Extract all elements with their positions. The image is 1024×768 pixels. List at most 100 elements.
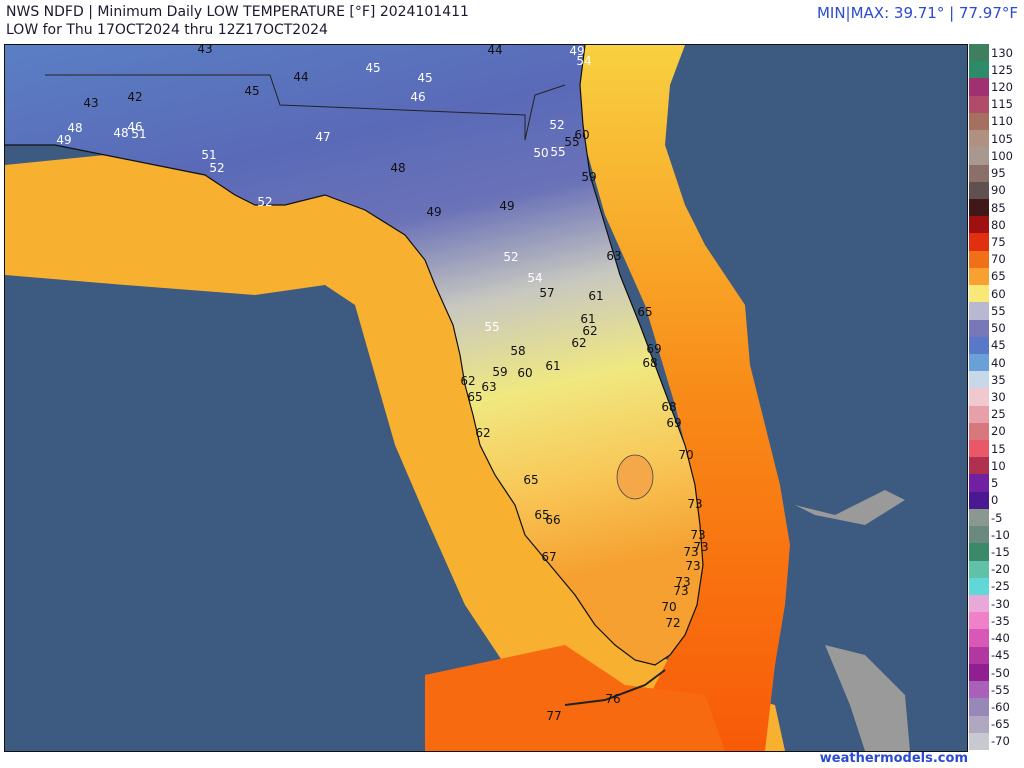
temperature-value-label: 62 <box>460 374 476 388</box>
temperature-value-label: 73 <box>690 528 706 542</box>
legend-tick-label: 85 <box>991 200 1006 215</box>
temperature-value-label: 60 <box>574 128 590 142</box>
temperature-value-label: 63 <box>481 380 497 394</box>
legend-tick-label: 10 <box>991 458 1006 473</box>
legend-swatch <box>969 44 989 62</box>
legend-tick-label: -25 <box>991 579 1010 594</box>
temperature-value-label: 62 <box>475 426 491 440</box>
legend-swatch <box>969 130 989 148</box>
legend-tick-label: -30 <box>991 596 1010 611</box>
legend-tick-label: 90 <box>991 183 1006 198</box>
temperature-value-label: 76 <box>605 692 621 706</box>
temperature-value-label: 49 <box>426 205 442 219</box>
temperature-map: 43 44 49 54 44 45 45 43 42 45 46 48 49 48 46 51 47 52 60 55… <box>4 44 968 752</box>
legend-tick-label: 110 <box>991 114 1013 129</box>
legend-tick-label: 75 <box>991 235 1006 250</box>
temperature-value-label: 57 <box>539 286 555 300</box>
temperature-value-label: 55 <box>564 135 580 149</box>
temperature-value-label: 59 <box>492 365 508 379</box>
legend-swatch <box>969 681 989 699</box>
legend-swatch <box>969 388 989 407</box>
temperature-value-label: 68 <box>661 400 677 414</box>
legend-tick-label: 35 <box>991 372 1006 387</box>
legend-tick-label: 0 <box>991 493 999 508</box>
legend-tick-label: 100 <box>991 148 1013 163</box>
legend-swatch <box>969 112 989 131</box>
temperature-value-label: 69 <box>646 342 662 356</box>
temperature-value-label: 61 <box>580 312 596 326</box>
temperature-value-label: 43 <box>83 96 99 110</box>
legend-tick-label: 95 <box>991 166 1006 181</box>
temperature-value-label: 44 <box>293 70 309 84</box>
temperature-value-label: 69 <box>666 416 682 430</box>
legend-swatch <box>969 491 989 510</box>
legend-swatch <box>969 474 989 493</box>
temperature-value-label: 65 <box>534 508 550 522</box>
temperature-value-label: 61 <box>588 289 604 303</box>
legend-tick-label: 55 <box>991 303 1006 318</box>
legend-tick-label: 15 <box>991 441 1006 456</box>
legend-swatch <box>969 147 989 166</box>
temperature-value-label: 58 <box>510 344 526 358</box>
legend-swatch <box>969 371 989 389</box>
temperature-value-label: 65 <box>637 305 653 319</box>
temperature-value-label: 59 <box>581 170 597 184</box>
legend-tick-label: -35 <box>991 613 1010 628</box>
state-border <box>45 74 566 141</box>
temperature-value-label: 61 <box>545 359 561 373</box>
legend-tick-label: 105 <box>991 131 1013 146</box>
legend-tick-label: 5 <box>991 476 999 491</box>
legend-tick-label: 70 <box>991 252 1006 267</box>
legend-tick-label: -10 <box>991 527 1010 542</box>
legend-swatch <box>969 233 989 252</box>
temperature-value-label: 68 <box>642 356 658 370</box>
legend-swatch <box>969 560 989 579</box>
legend-swatch <box>969 595 989 613</box>
legend-tick-label: -15 <box>991 544 1010 559</box>
legend-swatch <box>969 732 989 751</box>
temperature-value-label: 43 <box>197 44 213 56</box>
temperature-value-label: 55 <box>550 145 566 159</box>
legend-tick-label: 115 <box>991 97 1013 112</box>
temperature-value-label: 54 <box>527 271 543 285</box>
temperature-value-label: 50 <box>533 146 549 160</box>
legend-tick-label: 130 <box>991 45 1013 60</box>
temperature-value-label: 67 <box>541 550 557 564</box>
legend-swatch <box>969 440 989 458</box>
legend-tick-label: 65 <box>991 269 1006 284</box>
legend-swatch <box>969 577 989 596</box>
legend-swatch <box>969 198 989 217</box>
legend-tick-label: 40 <box>991 355 1006 370</box>
legend-swatch <box>969 422 989 441</box>
temperature-value-label: 73 <box>683 545 699 559</box>
legend-swatch <box>969 267 989 286</box>
temperature-value-label: 73 <box>693 540 709 554</box>
temperature-value-label: 54 <box>576 54 592 68</box>
legend-tick-label: 30 <box>991 390 1006 404</box>
temperature-value-label: 62 <box>571 336 587 350</box>
legend-tick-label: 60 <box>991 286 1006 301</box>
legend-swatch <box>969 663 989 682</box>
temperature-value-label: 48 <box>113 126 129 140</box>
map-canvas <box>5 45 910 751</box>
temperature-value-label: 72 <box>665 616 681 630</box>
temperature-value-label: 42 <box>127 90 143 104</box>
legend-swatch <box>969 526 989 544</box>
legend-tick-label: -65 <box>991 717 1010 732</box>
legend-tick-label: -40 <box>991 631 1010 646</box>
map-subtitle: LOW for Thu 17OCT2024 thru 12Z17OCT2024 <box>6 22 328 38</box>
legend-swatch <box>969 353 989 372</box>
legend-tick-label: -20 <box>991 562 1010 577</box>
legend-swatch <box>969 319 989 338</box>
legend-swatch <box>969 285 989 303</box>
legend-swatch <box>969 457 989 475</box>
temperature-value-label: 45 <box>417 71 433 85</box>
legend-swatch <box>969 543 989 562</box>
legend-tick-label: 125 <box>991 62 1013 77</box>
credit-text[interactable]: weathermodels.com <box>819 751 968 766</box>
legend-swatch <box>969 646 989 665</box>
legend-swatch <box>969 250 989 269</box>
temperature-value-label: 73 <box>687 497 703 511</box>
temperature-value-label: 49 <box>499 199 515 213</box>
temperature-value-label: 51 <box>131 127 147 141</box>
